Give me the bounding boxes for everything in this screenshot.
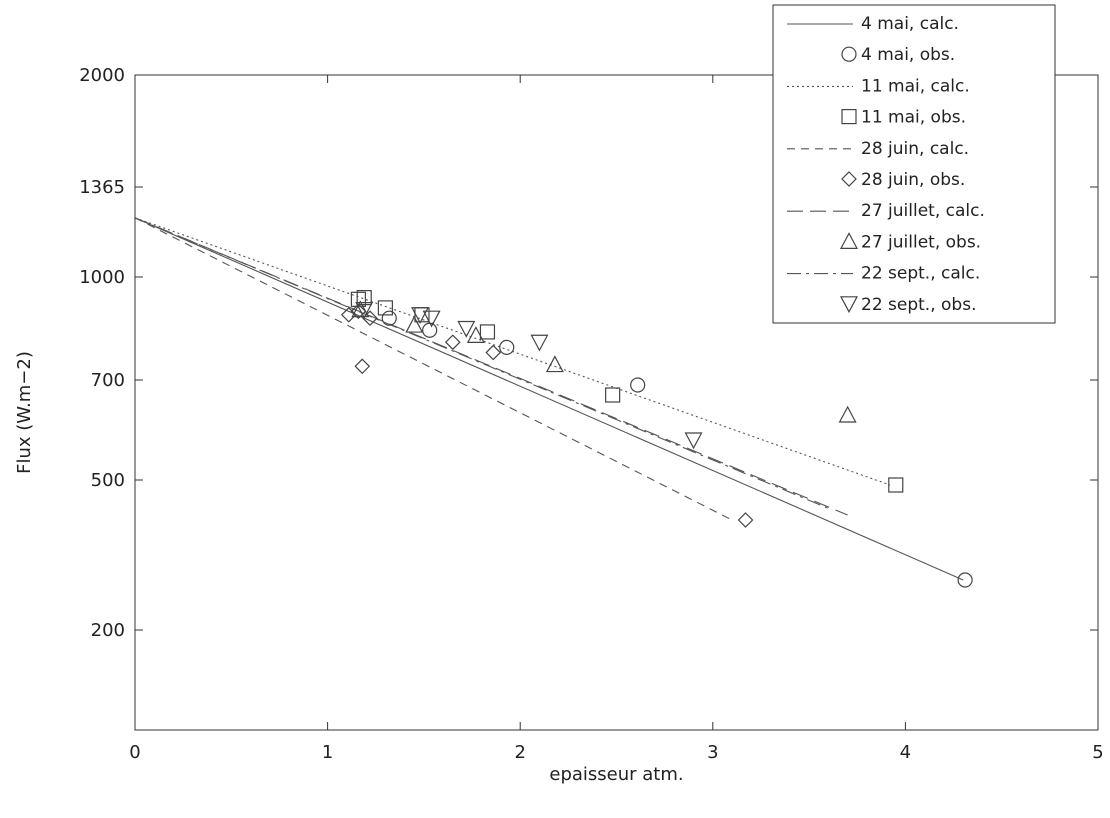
legend-entry-label: 27 juillet, obs.	[861, 232, 981, 252]
data-point-triangle-up	[405, 315, 424, 333]
legend-entry-label: 4 mai, calc.	[861, 14, 959, 34]
data-point-diamond	[340, 306, 357, 323]
data-point-diamond	[485, 344, 502, 361]
legend-entry-label: 28 juin, obs.	[861, 170, 965, 190]
legend-marker-swatch	[841, 46, 857, 62]
legend: 4 mai, calc. 4 mai, obs. 11 mai, calc. 11 m…	[772, 4, 1056, 324]
data-point-triangle-up	[545, 355, 564, 373]
y-axis-title: Flux (W.m−2)	[14, 351, 35, 474]
data-point-circle	[499, 339, 515, 355]
y-tick-label: 1365	[79, 177, 125, 198]
data-point-diamond	[354, 358, 371, 375]
legend-entry-label: 28 juin, calc.	[861, 139, 969, 159]
data-point-square	[479, 324, 496, 340]
x-tick-label: 1	[322, 742, 333, 763]
y-tick-label: 200	[91, 620, 125, 641]
data-point-triangle-up	[838, 405, 857, 423]
data-point-diamond	[350, 303, 367, 320]
x-axis-title: epaisseur atm.	[549, 764, 683, 785]
x-tick-label: 2	[514, 742, 525, 763]
data-point-circle	[630, 377, 646, 393]
y-tick-label: 700	[91, 370, 125, 391]
legend-entry-label: 22 sept., calc.	[861, 264, 980, 284]
data-point-square	[605, 387, 621, 403]
legend-marker-swatch	[840, 232, 858, 249]
data-point-triangle-up	[466, 326, 485, 343]
data-point-triangle-down	[422, 310, 441, 328]
legend-entry-label: 11 mai, obs.	[861, 108, 966, 128]
y-axis: 200 500 700 1000 1365 2000	[79, 65, 1098, 641]
data-point-triangle-up	[351, 300, 370, 318]
data-point-diamond	[737, 512, 754, 528]
y-tick-label: 500	[91, 470, 125, 491]
x-axis: 0 1 2 3 4 5	[129, 75, 1104, 763]
y-tick-label: 2000	[79, 65, 125, 86]
legend-marker-swatch	[841, 108, 857, 125]
data-point-triangle-down	[530, 334, 549, 352]
y-tick-label: 1000	[79, 267, 125, 288]
x-tick-label: 3	[707, 742, 718, 763]
data-point-diamond	[444, 334, 461, 351]
x-tick-label: 4	[900, 742, 911, 763]
x-tick-label: 0	[129, 742, 140, 763]
legend-entry-label: 27 juillet, calc.	[861, 201, 985, 221]
legend-marker-swatch	[840, 296, 858, 314]
series-line-0	[134, 217, 964, 581]
data-point-circle	[381, 310, 397, 326]
data-point-triangle-down	[411, 307, 430, 325]
plot-markers	[340, 290, 973, 588]
legend-box	[772, 4, 1056, 324]
data-point-triangle-down	[457, 320, 476, 338]
data-point-square	[888, 477, 904, 493]
data-point-triangle-down	[684, 432, 703, 450]
data-point-square	[377, 300, 393, 316]
data-point-triangle-down	[355, 302, 374, 319]
data-point-square	[356, 290, 372, 306]
series-line-8	[134, 217, 833, 511]
plot-area-frame	[134, 74, 1099, 731]
legend-entry-label: 22 sept., obs.	[861, 295, 976, 315]
data-point-circle	[957, 572, 973, 588]
legend-marker-swatch	[841, 171, 857, 187]
legend-entry-label: 4 mai, obs.	[861, 45, 955, 65]
legend-entry-label: 11 mai, calc.	[861, 76, 970, 96]
x-tick-label: 5	[1092, 742, 1103, 763]
